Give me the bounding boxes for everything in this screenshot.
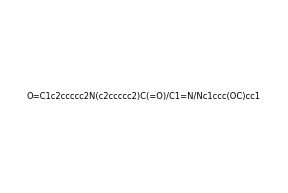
Text: O=C1c2ccccc2N(c2ccccc2)C(=O)/C1=N/Nc1ccc(OC)cc1: O=C1c2ccccc2N(c2ccccc2)C(=O)/C1=N/Nc1ccc… [27,92,261,102]
